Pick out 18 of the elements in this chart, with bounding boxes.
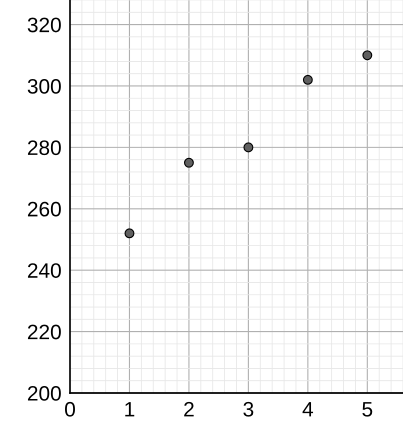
x-tick-label: 1: [125, 402, 134, 416]
x-tick-label: 2: [184, 402, 194, 416]
y-tick-label: 240: [28, 263, 61, 278]
x-tick-label: 4: [302, 402, 314, 416]
point: [302, 74, 313, 85]
point: [124, 228, 134, 238]
y-tick-label: 220: [28, 324, 61, 340]
point: [243, 142, 254, 152]
y-tick-label: 280: [28, 140, 61, 156]
y-tick-label: 320: [28, 18, 61, 32]
y-tick-label: 300: [28, 78, 61, 94]
x-tick-label: 5: [362, 402, 372, 417]
x-tick-label: 0: [65, 402, 75, 417]
y-tick-label: 260: [28, 202, 61, 217]
point: [362, 50, 372, 60]
point: [184, 158, 194, 168]
y-tick-label: 200: [28, 386, 61, 401]
x-tick-label: 3: [243, 402, 254, 417]
